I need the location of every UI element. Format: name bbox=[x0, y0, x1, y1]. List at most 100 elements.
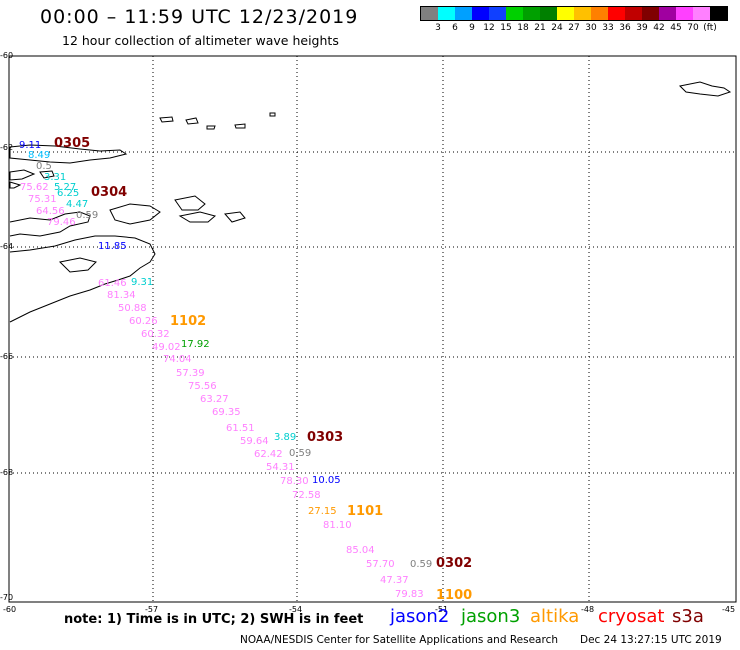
longitude-label: -57 bbox=[145, 605, 158, 614]
footer-note: note: 1) Time is in UTC; 2) SWH is in fe… bbox=[64, 612, 364, 627]
scale-swatch bbox=[676, 7, 693, 20]
legend-jason2: jason2 bbox=[390, 606, 450, 627]
wave-height-value: 0.59 bbox=[289, 448, 311, 459]
scale-swatch bbox=[625, 7, 642, 20]
track-time-label: 1101 bbox=[347, 504, 383, 519]
wave-height-value: 3.89 bbox=[274, 432, 296, 443]
track-time-label: 1102 bbox=[170, 314, 206, 329]
track-time-label: 0305 bbox=[54, 136, 90, 151]
scale-swatch bbox=[659, 7, 676, 20]
wave-height-value: 47.37 bbox=[380, 575, 409, 586]
scale-label: 18 bbox=[517, 23, 529, 33]
scale-label: 6 bbox=[452, 23, 458, 33]
wave-height-value: 3.31 bbox=[44, 172, 66, 183]
wave-height-value: 60.32 bbox=[141, 329, 170, 340]
wave-height-value: 4.47 bbox=[66, 199, 88, 210]
wave-height-value: 69.35 bbox=[212, 407, 241, 418]
scale-swatch bbox=[472, 7, 489, 20]
wave-height-value: 85.04 bbox=[346, 545, 375, 556]
wave-height-value: 9.31 bbox=[131, 277, 153, 288]
scale-label: 45 bbox=[670, 23, 682, 33]
wave-height-value: 8.49 bbox=[28, 150, 50, 161]
wave-height-value: 61.46 bbox=[98, 278, 127, 289]
axis-labels: -60 -62 -64 -66 -68 -70 -60 -57 -54 -51 -48 -45 bbox=[0, 51, 735, 614]
scale-label: 3 bbox=[435, 23, 441, 33]
wave-height-value: 75.56 bbox=[188, 381, 217, 392]
scale-swatch bbox=[710, 7, 727, 20]
longitude-label: -51 bbox=[435, 605, 448, 614]
wave-height-value: 50.88 bbox=[118, 303, 147, 314]
scale-label: 42 bbox=[653, 23, 665, 33]
scale-swatch bbox=[574, 7, 591, 20]
wave-height-value: 61.51 bbox=[226, 423, 255, 434]
track-time-label: 0303 bbox=[307, 430, 343, 445]
scale-swatch bbox=[608, 7, 625, 20]
wave-height-value: 11.85 bbox=[98, 241, 127, 252]
coastline bbox=[9, 81, 732, 323]
wave-height-value: 72.58 bbox=[292, 490, 321, 501]
scale-label: 15 bbox=[500, 23, 512, 33]
scale-swatch bbox=[642, 7, 659, 20]
scale-swatch bbox=[557, 7, 574, 20]
legend-jason3: jason3 bbox=[461, 606, 521, 627]
track-time-label: 0302 bbox=[436, 556, 472, 571]
wave-height-value: 9.11 bbox=[19, 140, 41, 151]
scale-label: 21 bbox=[534, 23, 546, 33]
wave-height-value: 0.59 bbox=[410, 559, 432, 570]
longitude-label: -48 bbox=[581, 605, 594, 614]
wave-height-value: 60.26 bbox=[129, 316, 158, 327]
map-title: 00:00 – 11:59 UTC 12/23/2019 bbox=[40, 6, 359, 28]
credit-line: NOAA/NESDIS Center for Satellite Applica… bbox=[240, 634, 558, 646]
color-scale-labels: 3 6 9 12 15 18 21 24 27 30 33 36 39 42 45 70 (ft) bbox=[420, 21, 728, 33]
scale-label: 39 bbox=[636, 23, 648, 33]
wave-height-labels: 03050304110203031101030211009.118.490.53… bbox=[19, 136, 472, 603]
wave-height-value: 62.42 bbox=[254, 449, 283, 460]
scale-label: 33 bbox=[602, 23, 614, 33]
map-frame bbox=[8, 55, 737, 603]
timestamp: Dec 24 13:27:15 UTC 2019 bbox=[580, 634, 722, 646]
scale-label: 30 bbox=[585, 23, 597, 33]
wave-height-value: 59.64 bbox=[240, 436, 269, 447]
scale-label: (ft) bbox=[703, 23, 717, 33]
scale-swatch bbox=[489, 7, 506, 20]
scale-label: 12 bbox=[483, 23, 495, 33]
scale-swatch bbox=[591, 7, 608, 20]
wave-height-value: 6.25 bbox=[57, 188, 79, 199]
track-time-label: 1100 bbox=[436, 588, 472, 603]
wave-height-value: 81.34 bbox=[107, 290, 136, 301]
longitude-label: -54 bbox=[289, 605, 302, 614]
wave-height-value: 5.27 bbox=[54, 182, 76, 193]
scale-swatch bbox=[506, 7, 523, 20]
wave-height-value: 27.15 bbox=[308, 506, 337, 517]
scale-label: 27 bbox=[568, 23, 580, 33]
longitude-label: -60 bbox=[3, 605, 16, 614]
wave-height-value: 57.39 bbox=[176, 368, 205, 379]
wave-height-value: 74.04 bbox=[163, 354, 192, 365]
latitude-label: -60 bbox=[0, 51, 13, 60]
latitude-label: -62 bbox=[0, 143, 13, 152]
scale-swatch bbox=[540, 7, 557, 20]
wave-height-color-scale: 3 6 9 12 15 18 21 24 27 30 33 36 39 42 45 70 (ft) bbox=[420, 6, 728, 33]
wave-height-value: 75.62 bbox=[20, 182, 49, 193]
scale-label: 24 bbox=[551, 23, 563, 33]
wave-height-value: 0.5 bbox=[36, 161, 52, 172]
wave-height-value: 78.30 bbox=[280, 476, 309, 487]
latitude-label: -66 bbox=[0, 352, 13, 361]
scale-label: 70 bbox=[687, 23, 699, 33]
wave-height-value: 10.05 bbox=[312, 475, 341, 486]
legend-cryosat: cryosat bbox=[598, 606, 665, 627]
wave-height-value: 79.46 bbox=[47, 217, 76, 228]
wave-height-value: 75.31 bbox=[28, 194, 57, 205]
wave-height-value: 49.02 bbox=[152, 342, 181, 353]
longitude-label: -45 bbox=[722, 605, 735, 614]
lat-lon-grid bbox=[9, 56, 736, 602]
wave-height-value: 64.56 bbox=[36, 206, 65, 217]
scale-swatch bbox=[693, 7, 710, 20]
scale-swatch bbox=[421, 7, 438, 20]
wave-height-value: 54.31 bbox=[266, 462, 295, 473]
wave-height-value: 81.10 bbox=[323, 520, 352, 531]
latitude-label: -68 bbox=[0, 468, 13, 477]
scale-label: 9 bbox=[469, 23, 475, 33]
scale-label: 36 bbox=[619, 23, 631, 33]
